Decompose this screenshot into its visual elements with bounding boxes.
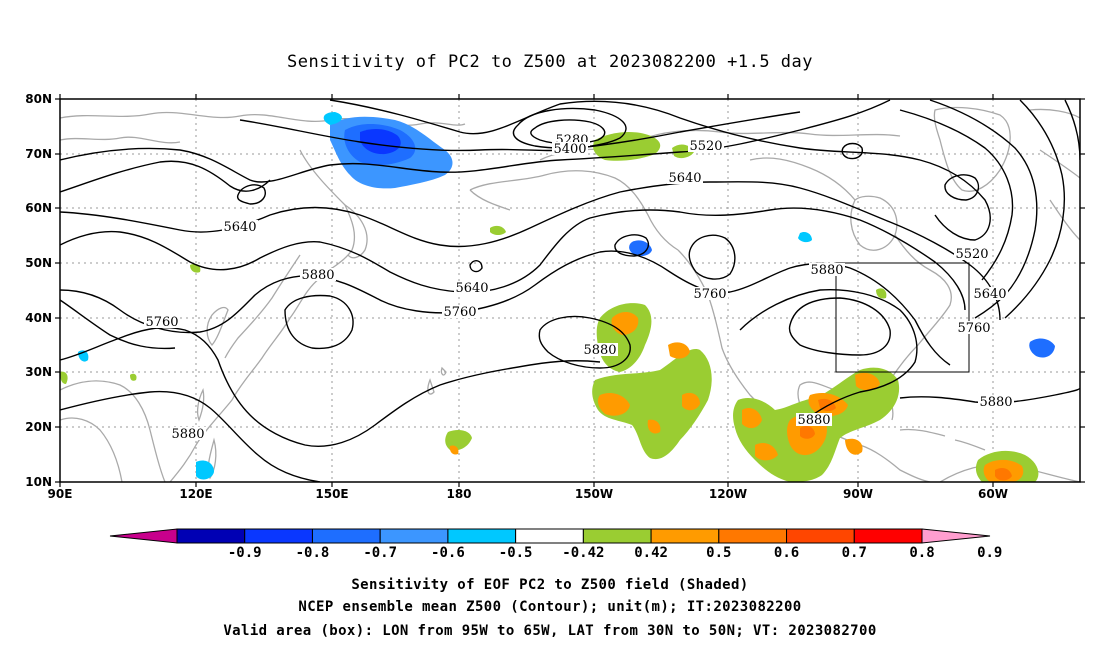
colorbar-over-arrow (921, 528, 991, 544)
colorbar-bin (311, 528, 381, 544)
colorbar-label: -0.7 (363, 545, 397, 561)
contour-label: 5640 (455, 281, 488, 296)
contour-label: 5880 (301, 268, 334, 283)
colorbar-bin (176, 528, 246, 544)
lon-tick-label: 90W (843, 487, 873, 501)
lon-tick-label: 150E (315, 487, 348, 501)
contour-label: 5760 (443, 305, 476, 320)
contour-label: 5760 (145, 315, 178, 330)
lat-tick-label: 40N (25, 311, 52, 325)
contour-label: 5760 (693, 287, 726, 302)
colorbar-label: 0.5 (706, 545, 731, 561)
colorbar-label: 0.6 (774, 545, 799, 561)
lat-tick-label: 30N (25, 365, 52, 379)
chart-title: Sensitivity of PC2 to Z500 at 2023082200… (287, 52, 813, 72)
latitude-labels: 80N 70N 60N 50N 40N 30N 20N 10N (25, 92, 52, 489)
colorbar-label: 0.7 (842, 545, 867, 561)
lat-tick-label: 10N (25, 475, 52, 489)
lat-tick-label: 70N (25, 147, 52, 161)
lon-tick-label: 120E (179, 487, 212, 501)
contour-label: 5880 (583, 343, 616, 358)
lon-tick-label: 120W (709, 487, 747, 501)
contour-label: 5520 (955, 247, 988, 262)
contour-label: 5880 (797, 413, 830, 428)
colorbar-label: -0.9 (228, 545, 262, 561)
map-frame (59, 98, 1081, 483)
lat-tick-label: 80N (25, 92, 52, 106)
lon-tick-label: 90E (48, 487, 73, 501)
colorbar-bin (447, 528, 517, 544)
coastlines (60, 106, 1080, 482)
caption-line-1: Sensitivity of EOF PC2 to Z500 field (Sh… (351, 577, 748, 593)
colorbar-bin (379, 528, 449, 544)
colorbar-label: -0.8 (296, 545, 330, 561)
colorbar-label: -0.42 (562, 545, 604, 561)
colorbar-label: 0.8 (909, 545, 934, 561)
caption-line-2: NCEP ensemble mean Z500 (Contour); unit(… (298, 599, 801, 615)
colorbar-bin (582, 528, 652, 544)
contour-label: 5880 (810, 263, 843, 278)
lon-tick-label: 60W (978, 487, 1008, 501)
contour-label: 5880 (979, 395, 1012, 410)
lat-tick-label: 60N (25, 201, 52, 215)
caption-line-3: Valid area (box): LON from 95W to 65W, L… (223, 623, 876, 639)
colorbar-bin (244, 528, 313, 544)
colorbar-bin (718, 528, 788, 544)
colorbar-label: 0.9 (977, 545, 1002, 561)
colorbar-label: 0.42 (634, 545, 668, 561)
colorbar-bin (786, 528, 855, 544)
lat-tick-label: 50N (25, 256, 52, 270)
colorbar-bin (515, 528, 584, 544)
contour-label: 5400 (553, 142, 586, 157)
contour-label: 5640 (973, 287, 1006, 302)
colorbar-bin (650, 528, 720, 544)
axis-ticks (55, 94, 1085, 487)
lon-tick-label: 180 (446, 487, 471, 501)
lat-tick-label: 20N (25, 420, 52, 434)
contour-label: 5880 (171, 427, 204, 442)
colorbar-bin (853, 528, 923, 544)
longitude-labels: 90E 120E 150E 180 150W 120W 90W 60W (48, 487, 1008, 501)
colorbar: -0.9 -0.8 -0.7 -0.6 -0.5 -0.42 0.42 0.5 0.6 0.7 0.… (109, 528, 1002, 561)
colorbar-label: -0.6 (431, 545, 465, 561)
height-contours (60, 99, 1080, 482)
lon-tick-label: 150W (575, 487, 613, 501)
contour-label: 5640 (223, 220, 256, 235)
contour-label: 5520 (689, 139, 722, 154)
contour-label: 5640 (668, 171, 701, 186)
colorbar-label: -0.5 (499, 545, 533, 561)
colorbar-under-arrow (109, 528, 178, 544)
contour-label: 5760 (957, 321, 990, 336)
valid-area-box (835, 262, 970, 373)
